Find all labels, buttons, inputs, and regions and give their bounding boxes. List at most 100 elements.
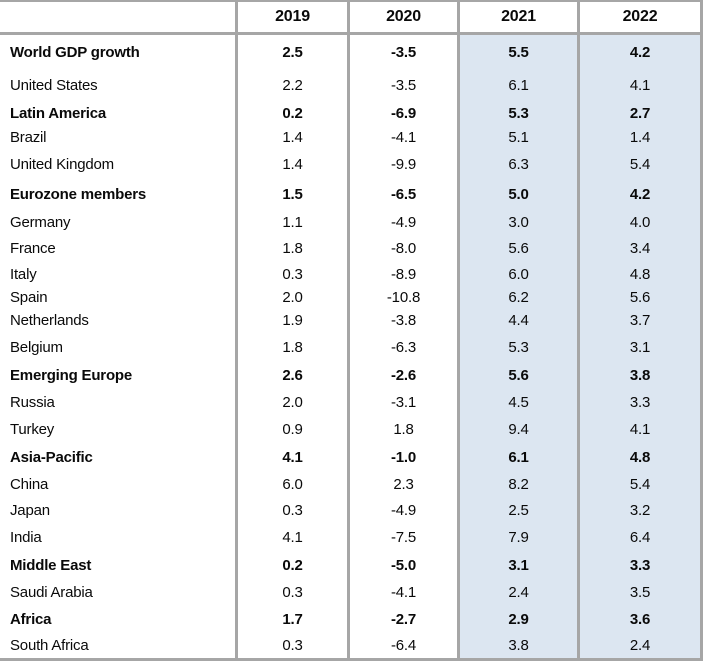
value-2021: 5.5 xyxy=(457,35,577,70)
value-2019: 1.5 xyxy=(235,180,347,209)
value-2021: 4.4 xyxy=(457,308,577,332)
value-2021: 8.2 xyxy=(457,471,577,497)
header-row: 2019 2020 2021 2022 xyxy=(0,2,703,35)
corner-cell xyxy=(0,2,235,32)
row-germany: Germany 1.1 -4.9 3.0 4.0 xyxy=(0,209,703,235)
value-2022: 3.1 xyxy=(577,332,703,362)
value-2019: 4.1 xyxy=(235,523,347,551)
row-label: India xyxy=(10,528,42,546)
value-2022: 3.6 xyxy=(577,605,703,633)
row-eurozone-members: Eurozone members 1.5 -6.5 5.0 4.2 xyxy=(0,180,703,209)
value-2021: 5.0 xyxy=(457,180,577,209)
row-label: France xyxy=(10,239,56,257)
value-2019: 1.4 xyxy=(235,125,347,149)
row-label: World GDP growth xyxy=(10,44,140,61)
row-africa: Africa 1.7 -2.7 2.9 3.6 xyxy=(0,605,703,633)
value-2022: 6.4 xyxy=(577,523,703,551)
value-2019: 1.4 xyxy=(235,149,347,180)
value-2021: 5.1 xyxy=(457,125,577,149)
value-2021: 4.5 xyxy=(457,389,577,415)
value-2019: 0.9 xyxy=(235,415,347,443)
value-2019: 1.8 xyxy=(235,235,347,261)
value-2020: -8.9 xyxy=(347,261,457,287)
column-header-2022: 2022 xyxy=(577,2,703,32)
value-2021: 6.0 xyxy=(457,261,577,287)
row-belgium: Belgium 1.8 -6.3 5.3 3.1 xyxy=(0,332,703,362)
value-2021: 5.3 xyxy=(457,101,577,125)
value-2021: 5.6 xyxy=(457,235,577,261)
row-label: Asia-Pacific xyxy=(10,448,93,466)
row-world-gdp-growth: World GDP growth 2.5 -3.5 5.5 4.2 xyxy=(0,35,703,70)
value-2019: 2.0 xyxy=(235,287,347,308)
row-label: South Africa xyxy=(10,637,89,654)
value-2021: 5.3 xyxy=(457,332,577,362)
value-2022: 5.6 xyxy=(577,287,703,308)
value-2020: 2.3 xyxy=(347,471,457,497)
value-2019: 1.9 xyxy=(235,308,347,332)
row-japan: Japan 0.3 -4.9 2.5 3.2 xyxy=(0,497,703,523)
row-label: Saudi Arabia xyxy=(10,583,93,601)
value-2020: 1.8 xyxy=(347,415,457,443)
value-2021: 3.1 xyxy=(457,551,577,579)
value-2022: 2.4 xyxy=(577,633,703,658)
value-2020: -4.9 xyxy=(347,209,457,235)
value-2021: 6.1 xyxy=(457,443,577,471)
value-2019: 1.1 xyxy=(235,209,347,235)
value-2021: 6.2 xyxy=(457,287,577,308)
value-2019: 1.8 xyxy=(235,332,347,362)
value-2022: 3.5 xyxy=(577,579,703,605)
value-2020: -3.5 xyxy=(347,35,457,70)
row-middle-east: Middle East 0.2 -5.0 3.1 3.3 xyxy=(0,551,703,579)
row-label: Turkey xyxy=(10,420,55,438)
value-2022: 1.4 xyxy=(577,125,703,149)
value-2020: -3.1 xyxy=(347,389,457,415)
value-2020: -3.5 xyxy=(347,70,457,101)
value-2021: 2.5 xyxy=(457,497,577,523)
value-2022: 4.8 xyxy=(577,443,703,471)
row-brazil: Brazil 1.4 -4.1 5.1 1.4 xyxy=(0,125,703,149)
value-2021: 6.1 xyxy=(457,70,577,101)
row-label: United States xyxy=(10,77,98,94)
value-2022: 3.3 xyxy=(577,389,703,415)
value-2021: 5.6 xyxy=(457,362,577,389)
value-2022: 5.4 xyxy=(577,471,703,497)
row-south-africa: South Africa 0.3 -6.4 3.8 2.4 xyxy=(0,633,703,658)
row-label: Russia xyxy=(10,393,55,411)
value-2022: 4.8 xyxy=(577,261,703,287)
value-2019: 4.1 xyxy=(235,443,347,471)
value-2021: 3.8 xyxy=(457,633,577,658)
row-saudi-arabia: Saudi Arabia 0.3 -4.1 2.4 3.5 xyxy=(0,579,703,605)
value-2020: -4.1 xyxy=(347,125,457,149)
value-2019: 0.2 xyxy=(235,101,347,125)
value-2019: 2.6 xyxy=(235,362,347,389)
value-2022: 5.4 xyxy=(577,149,703,180)
value-2021: 7.9 xyxy=(457,523,577,551)
value-2022: 3.8 xyxy=(577,362,703,389)
value-2020: -2.7 xyxy=(347,605,457,633)
row-emerging-europe: Emerging Europe 2.6 -2.6 5.6 3.8 xyxy=(0,362,703,389)
value-2020: -4.9 xyxy=(347,497,457,523)
value-2020: -3.8 xyxy=(347,308,457,332)
row-label: Germany xyxy=(10,213,71,231)
row-label: Japan xyxy=(10,501,50,519)
value-2019: 0.3 xyxy=(235,633,347,658)
row-label: Middle East xyxy=(10,556,92,574)
value-2022: 3.3 xyxy=(577,551,703,579)
row-label: China xyxy=(10,475,49,493)
value-2022: 4.1 xyxy=(577,70,703,101)
row-label: United Kingdom xyxy=(10,156,114,173)
row-russia: Russia 2.0 -3.1 4.5 3.3 xyxy=(0,389,703,415)
value-2019: 2.2 xyxy=(235,70,347,101)
value-2019: 0.3 xyxy=(235,261,347,287)
table-body: World GDP growth 2.5 -3.5 5.5 4.2 United… xyxy=(0,35,703,658)
value-2021: 6.3 xyxy=(457,149,577,180)
value-2020: -1.0 xyxy=(347,443,457,471)
column-header-2021: 2021 xyxy=(457,2,577,32)
value-2022: 3.7 xyxy=(577,308,703,332)
row-label: Africa xyxy=(10,610,52,628)
value-2019: 2.5 xyxy=(235,35,347,70)
row-turkey: Turkey 0.9 1.8 9.4 4.1 xyxy=(0,415,703,443)
value-2019: 2.0 xyxy=(235,389,347,415)
value-2020: -9.9 xyxy=(347,149,457,180)
